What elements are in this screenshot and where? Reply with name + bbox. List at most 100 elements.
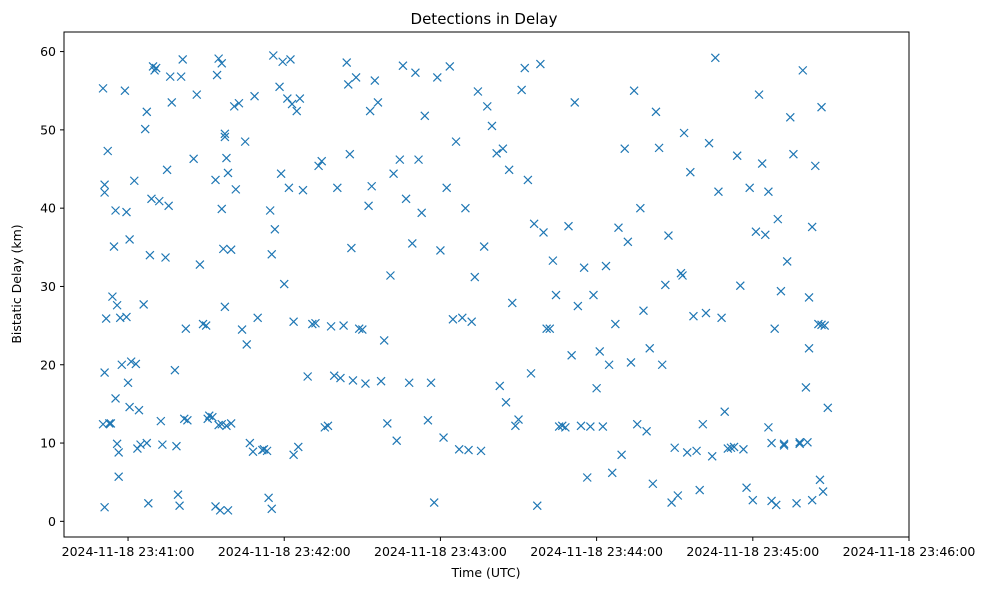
data-point	[100, 188, 110, 197]
data-point	[336, 373, 345, 383]
data-point	[817, 320, 826, 330]
data-point	[542, 324, 552, 334]
data-point	[689, 311, 698, 321]
data-point	[386, 271, 395, 280]
data-point	[732, 151, 742, 161]
data-point	[248, 447, 258, 457]
data-point	[287, 99, 297, 109]
data-point	[682, 448, 692, 457]
data-point	[820, 321, 830, 331]
data-point	[729, 442, 739, 452]
data-point	[140, 124, 150, 134]
data-point	[286, 54, 295, 64]
data-point	[748, 495, 758, 505]
data-point	[417, 208, 427, 218]
data-point	[626, 357, 636, 367]
data-point	[757, 159, 767, 168]
data-point	[320, 422, 330, 432]
data-point	[267, 504, 277, 514]
data-point	[501, 397, 511, 407]
x-axis: 2024-11-18 23:41:00 2024-11-18 23:42:00 20…	[62, 537, 976, 559]
data-point	[242, 339, 252, 349]
data-point	[548, 256, 558, 266]
data-point	[670, 443, 680, 453]
data-point	[226, 245, 236, 255]
x-tick-label: 2024-11-18 23:43:00	[374, 544, 507, 559]
data-point	[162, 165, 172, 175]
data-point	[389, 169, 398, 179]
data-point	[339, 321, 349, 331]
data-point	[810, 161, 820, 171]
data-point	[482, 101, 492, 111]
data-point	[165, 72, 175, 82]
data-point	[426, 378, 436, 388]
data-point	[176, 72, 186, 82]
data-point	[231, 184, 241, 194]
data-point	[292, 106, 302, 116]
y-tick-label: 10	[40, 436, 56, 451]
data-point	[807, 495, 817, 505]
data-point	[479, 242, 489, 251]
data-point	[701, 308, 711, 318]
data-point	[303, 372, 313, 381]
data-point	[167, 98, 177, 107]
data-point	[351, 72, 361, 82]
data-point	[195, 260, 205, 269]
data-point	[161, 253, 170, 262]
data-point	[395, 155, 405, 165]
data-point	[514, 415, 523, 424]
data-point	[103, 146, 113, 156]
data-point	[498, 144, 508, 154]
x-tick-label: 2024-11-18 23:46:00	[843, 544, 976, 559]
data-point	[423, 415, 433, 425]
data-point	[182, 415, 192, 425]
data-point	[201, 321, 211, 331]
data-point	[157, 440, 167, 450]
data-point	[629, 86, 639, 96]
data-point	[179, 414, 189, 424]
data-point	[245, 438, 255, 448]
data-point	[365, 106, 375, 116]
data-point	[692, 446, 702, 456]
x-tick-label: 2024-11-18 23:44:00	[530, 544, 663, 559]
data-point	[276, 169, 286, 179]
plot-frame	[63, 31, 910, 538]
data-point	[598, 422, 608, 432]
data-point	[317, 156, 327, 166]
data-point	[170, 365, 180, 375]
data-point	[145, 250, 155, 260]
data-point	[642, 426, 652, 436]
data-point	[364, 201, 373, 211]
data-point	[217, 419, 227, 429]
data-point	[181, 324, 191, 334]
data-point	[532, 501, 542, 511]
data-point	[451, 137, 461, 147]
data-point	[222, 421, 231, 431]
data-point	[576, 421, 586, 431]
data-point	[120, 86, 130, 96]
data-point	[178, 54, 188, 64]
data-point	[114, 472, 124, 482]
data-point	[217, 58, 227, 68]
data-point	[807, 222, 817, 232]
data-point	[348, 375, 358, 385]
data-point	[112, 439, 122, 449]
data-point	[154, 196, 164, 206]
data-point	[707, 451, 717, 461]
data-point	[560, 422, 570, 432]
data-point	[585, 422, 595, 432]
data-point	[610, 319, 620, 329]
data-point	[298, 185, 308, 195]
data-point	[218, 244, 228, 254]
data-point	[111, 393, 120, 403]
data-point	[404, 378, 414, 388]
data-point	[779, 440, 789, 450]
data-point	[473, 87, 483, 96]
data-point	[476, 446, 486, 456]
data-point	[379, 336, 389, 345]
data-point	[795, 437, 805, 447]
data-point	[222, 153, 231, 163]
data-point	[579, 263, 589, 273]
y-axis-label: Bistatic Delay (km)	[9, 224, 24, 343]
data-point	[226, 419, 236, 428]
